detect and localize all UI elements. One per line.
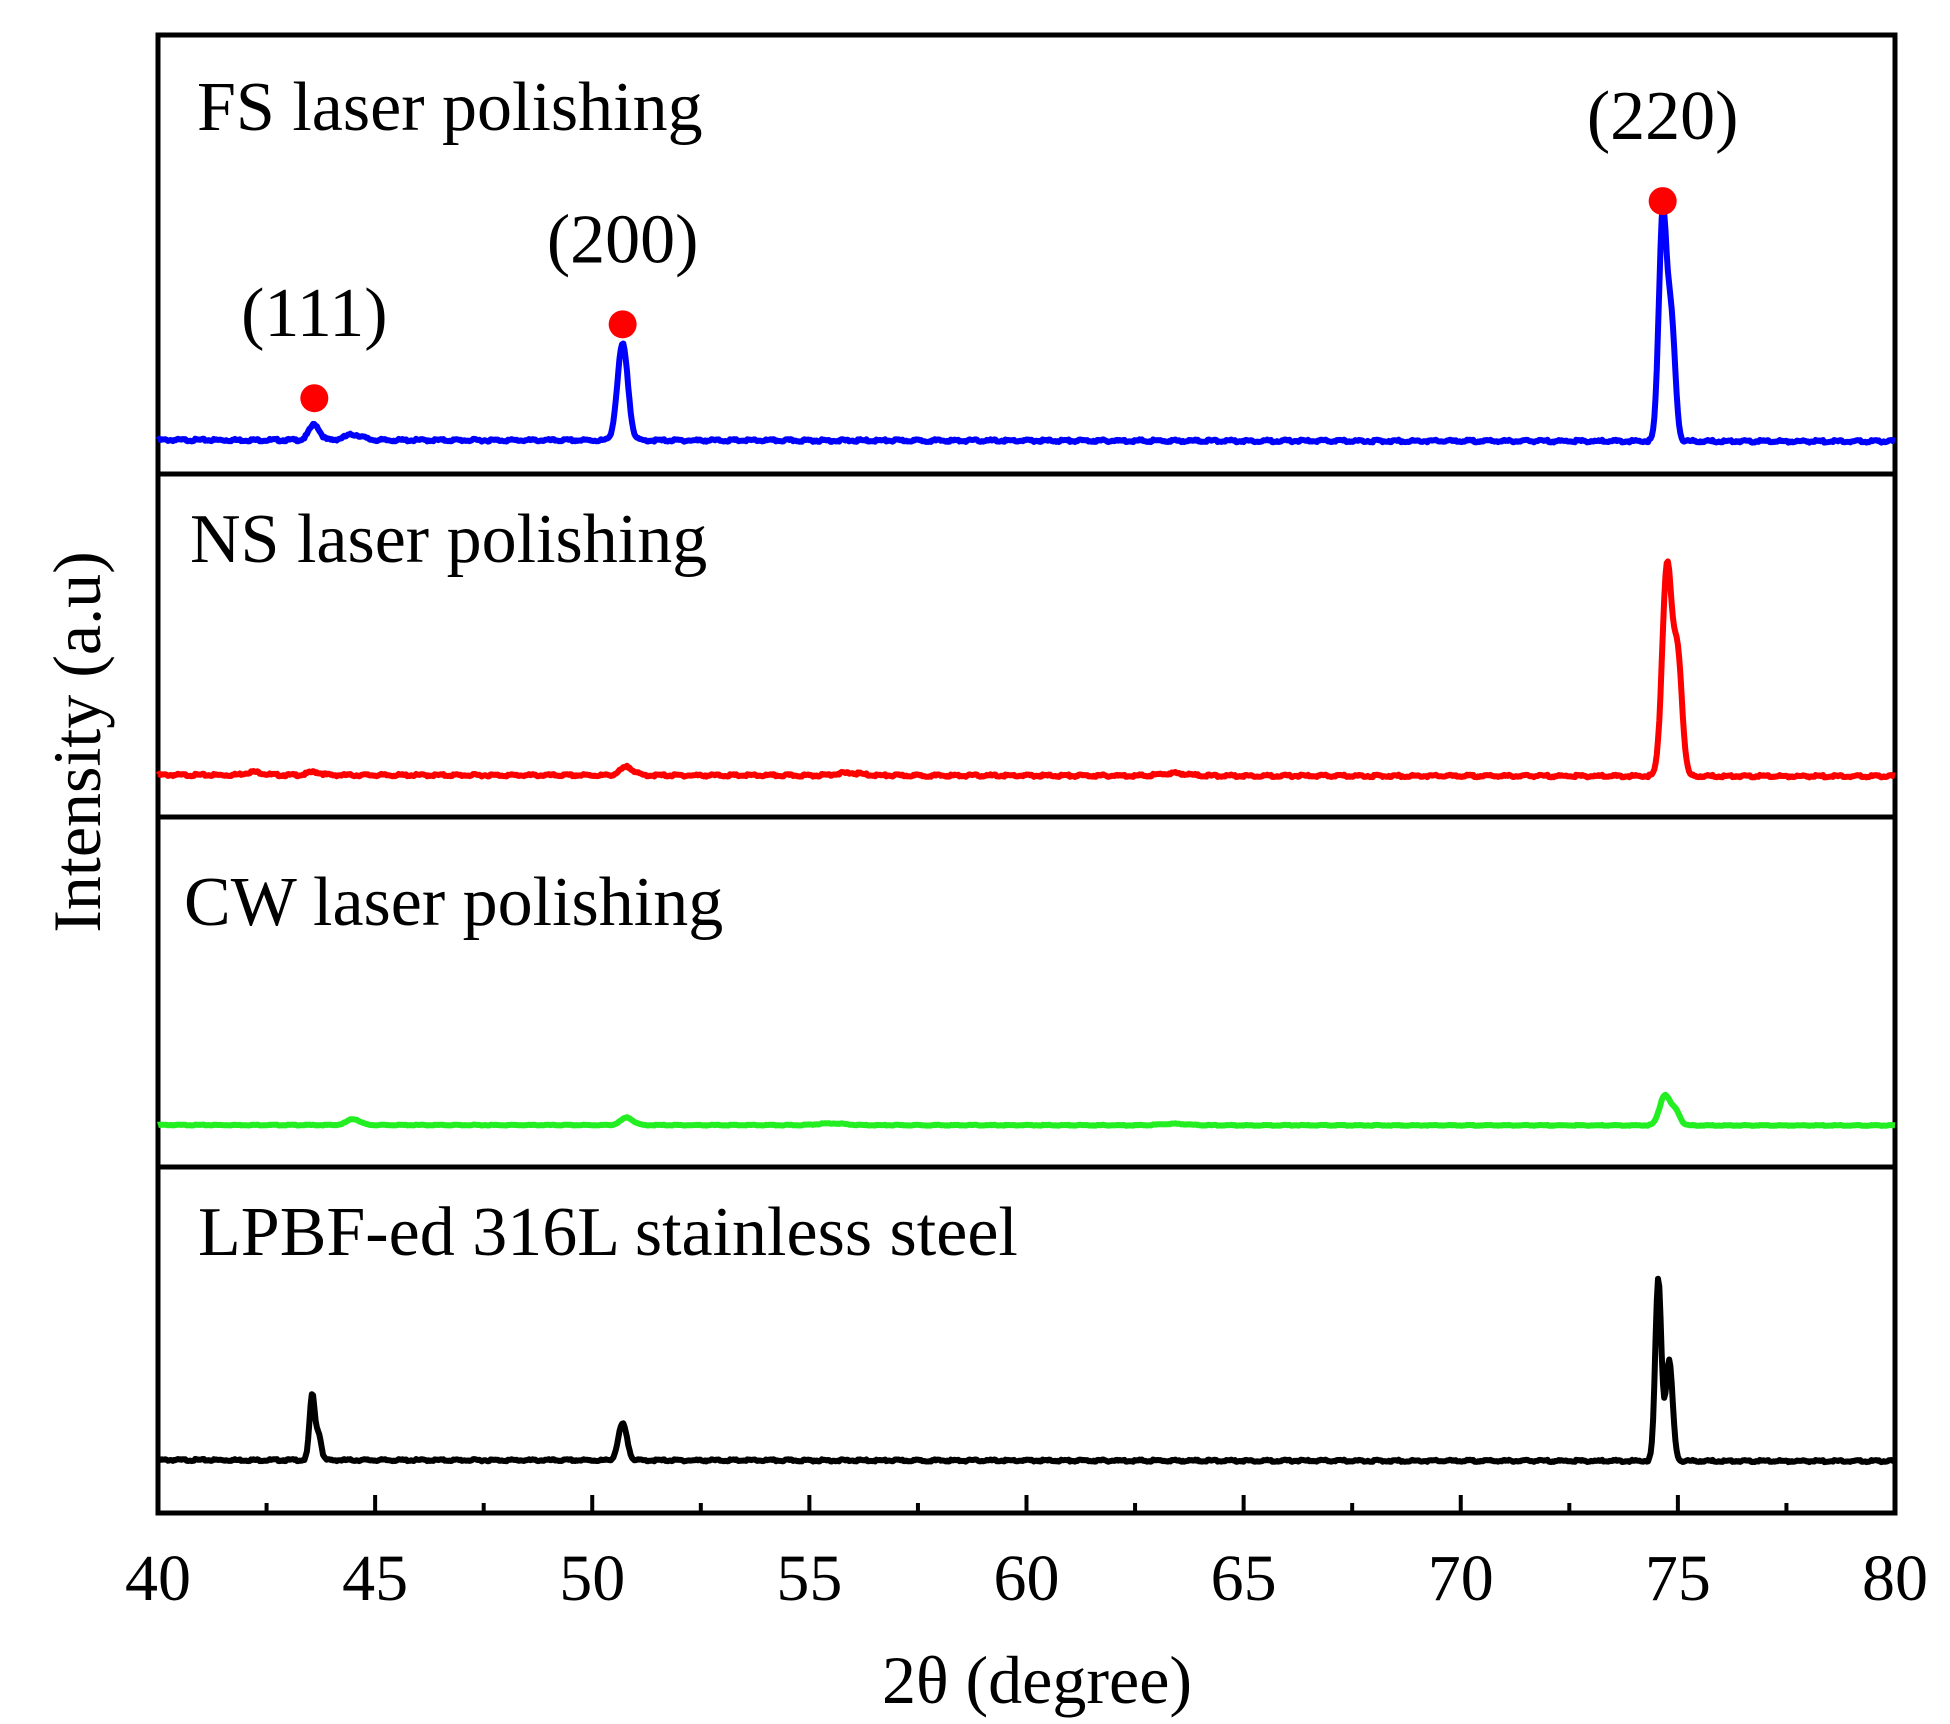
panel-title: NS laser polishing [190,501,707,578]
panel-4: LPBF-ed 316L stainless steel [155,1164,1898,1516]
series-line [156,1091,1897,1129]
panel-3: CW laser polishing [155,814,1898,1170]
x-tick-label: 50 [559,1542,625,1615]
x-tick-label: 55 [776,1542,842,1615]
peak-marker [1648,187,1677,216]
x-tick-label: 70 [1428,1542,1494,1615]
series-line [155,203,1897,446]
panels-layer: FS laser polishing (111) (200) (220) NS lase… [155,32,1898,1516]
y-axis-label: Intensity (a.u) [39,551,115,932]
x-tick-label: 75 [1645,1542,1711,1615]
x-tick-label: 80 [1862,1542,1928,1615]
peak-marker [608,310,637,339]
peak-label: (220) [1587,78,1739,155]
series-line [155,558,1897,781]
panel-2: NS laser polishing [155,471,1898,820]
series-line [156,1275,1897,1466]
peak-label: (200) [547,201,699,278]
x-axis: 40 45 50 55 60 65 70 75 80 [125,1495,1928,1615]
x-tick-label: 60 [994,1542,1060,1615]
panel-title: LPBF-ed 316L stainless steel [198,1194,1018,1271]
x-tick-label: 65 [1211,1542,1277,1615]
x-axis-label: 2θ (degree) [882,1642,1192,1718]
panel-1: FS laser polishing (111) (200) (220) [155,32,1898,477]
x-tick-label: 40 [125,1542,191,1615]
peak-label: (111) [241,275,387,352]
panel-title: FS laser polishing [197,69,703,146]
x-tick-label: 45 [342,1542,408,1615]
panel-title: CW laser polishing [184,864,723,941]
peak-marker [300,384,329,413]
